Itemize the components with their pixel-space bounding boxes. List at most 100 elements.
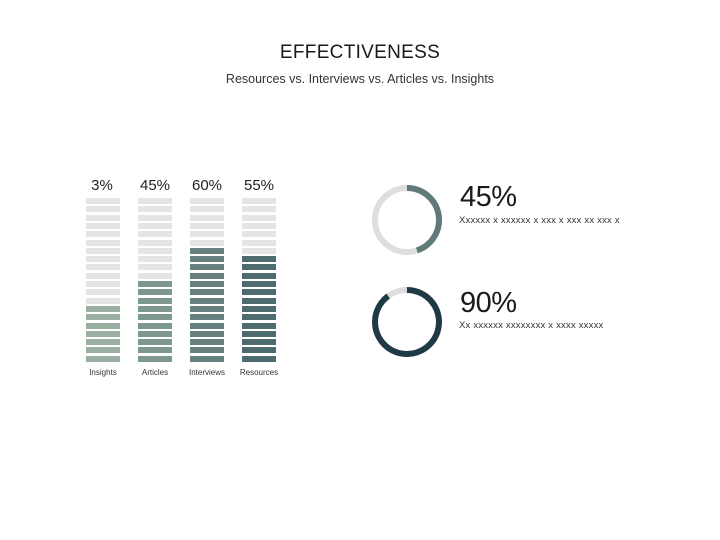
bar-segment-empty xyxy=(190,239,224,246)
bar-segment-filled xyxy=(190,339,224,346)
bar-segment-empty xyxy=(86,231,120,238)
bar-segment-empty xyxy=(86,222,120,229)
bar-segment-empty xyxy=(242,247,276,254)
bar-segment-filled xyxy=(190,314,224,321)
bar-segment-empty xyxy=(86,239,120,246)
bar-segment-filled xyxy=(242,272,276,279)
bar-value-label-articles: 45% xyxy=(139,177,171,194)
x-tick-label-articles: Articles xyxy=(141,368,169,377)
bar-segment-empty xyxy=(190,198,224,204)
bar-segment-empty xyxy=(190,222,224,229)
bar-segment-filled xyxy=(190,297,224,304)
bar-segment-empty xyxy=(86,297,120,304)
bar-segment-filled xyxy=(242,330,276,337)
bar-segment-empty xyxy=(242,239,276,246)
bar-segment-empty xyxy=(138,264,172,271)
chart-title: EFFECTIVENESS xyxy=(279,42,441,63)
bar-segment-filled xyxy=(242,355,276,362)
bar-segment-empty xyxy=(86,281,120,287)
bar-value-label-interviews: 60% xyxy=(191,177,223,194)
bar-segment-filled xyxy=(190,330,224,337)
donut-1-percent: 45% xyxy=(460,181,517,213)
bar-segment-filled xyxy=(190,355,224,362)
bar-interviews xyxy=(190,197,224,363)
bar-segment-filled xyxy=(190,281,224,287)
bar-segment-empty xyxy=(86,198,120,204)
bar-segment-filled xyxy=(242,264,276,271)
bar-segment-filled xyxy=(242,256,276,263)
bar-segment-filled xyxy=(242,305,276,312)
bar-segment-empty xyxy=(138,247,172,254)
bar-segment-filled xyxy=(242,289,276,296)
bar-segment-filled xyxy=(190,305,224,312)
bar-segment-empty xyxy=(86,256,120,263)
bar-segment-empty xyxy=(138,231,172,238)
bar-segment-empty xyxy=(138,198,172,204)
bar-segment-filled xyxy=(138,347,172,354)
bar-segment-filled xyxy=(190,272,224,279)
bar-segment-filled xyxy=(242,347,276,354)
donut-2-percent: 90% xyxy=(460,287,517,319)
donut-2-caption: Xx xxxxxx xxxxxxxx x xxxx xxxxx xyxy=(459,320,604,331)
bar-segment-empty xyxy=(86,272,120,279)
bar-segment-filled xyxy=(86,314,120,321)
donut-1-caption: Xxxxxx x xxxxxx x xxx x xxx xx xxx x xyxy=(459,215,620,226)
bar-segment-empty xyxy=(138,256,172,263)
x-tick-label-resources: Resources xyxy=(239,368,279,377)
bar-segment-empty xyxy=(242,214,276,221)
bar-insights xyxy=(86,197,120,363)
bar-segment-empty xyxy=(86,214,120,221)
bar-segment-empty xyxy=(86,247,120,254)
bar-articles xyxy=(138,197,172,363)
bar-segment-empty xyxy=(242,206,276,213)
bar-segment-filled xyxy=(138,281,172,287)
bar-segment-filled xyxy=(138,305,172,312)
bar-segment-filled xyxy=(138,339,172,346)
bar-resources xyxy=(242,197,276,363)
bar-segment-filled xyxy=(86,355,120,362)
bar-segment-filled xyxy=(138,330,172,337)
bar-segment-filled xyxy=(242,339,276,346)
bar-segment-empty xyxy=(190,214,224,221)
bar-segment-empty xyxy=(86,264,120,271)
bar-segment-empty xyxy=(138,206,172,213)
bar-segment-empty xyxy=(242,222,276,229)
x-tick-label-insights: Insights xyxy=(89,368,117,377)
bar-segment-empty xyxy=(138,272,172,279)
chart-subtitle: Resources vs. Interviews vs. Articles vs… xyxy=(225,72,495,86)
bar-segment-empty xyxy=(242,231,276,238)
bar-segment-empty xyxy=(86,289,120,296)
bar-segment-filled xyxy=(190,322,224,329)
donut-chart-1 xyxy=(372,185,442,255)
bar-segment-filled xyxy=(190,289,224,296)
bar-segment-filled xyxy=(86,305,120,312)
bar-segment-filled xyxy=(86,347,120,354)
bar-segment-filled xyxy=(138,314,172,321)
bar-value-label-resources: 55% xyxy=(243,177,275,194)
bar-segment-filled xyxy=(190,247,224,254)
bar-segment-filled xyxy=(190,256,224,263)
bar-segment-filled xyxy=(242,322,276,329)
bar-segment-filled xyxy=(242,314,276,321)
bar-segment-filled xyxy=(138,297,172,304)
bar-segment-filled xyxy=(86,322,120,329)
bar-segment-filled xyxy=(190,347,224,354)
donut-value-arc xyxy=(406,185,442,254)
x-tick-label-interviews: Interviews xyxy=(188,368,225,377)
bar-segment-empty xyxy=(138,214,172,221)
bar-segment-filled xyxy=(138,355,172,362)
donut-value-arc xyxy=(372,287,442,357)
donut-chart-2 xyxy=(372,287,442,357)
bar-segment-filled xyxy=(190,264,224,271)
bar-segment-filled xyxy=(86,339,120,346)
bar-segment-empty xyxy=(190,206,224,213)
bar-segment-empty xyxy=(190,231,224,238)
bar-segment-empty xyxy=(86,206,120,213)
bar-segment-filled xyxy=(138,322,172,329)
bar-segment-empty xyxy=(138,222,172,229)
bar-segment-empty xyxy=(242,198,276,204)
bar-segment-filled xyxy=(242,281,276,287)
bar-segment-filled xyxy=(86,330,120,337)
bar-segment-empty xyxy=(138,239,172,246)
bar-segment-filled xyxy=(138,289,172,296)
